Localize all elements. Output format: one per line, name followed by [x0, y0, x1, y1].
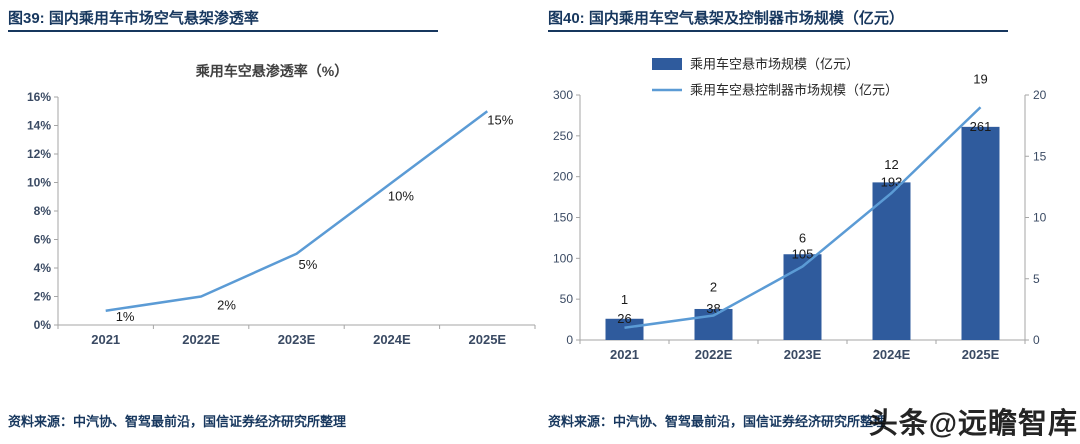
bar-data-label: 261 — [970, 119, 992, 134]
bar-2025E — [961, 126, 1000, 340]
y-tick-label: 14% — [27, 119, 51, 133]
y-tick-label: 0% — [34, 318, 52, 332]
bar-2021 — [605, 318, 644, 340]
y-tick-label: 16% — [27, 90, 51, 104]
y-tick-label: 8% — [34, 204, 52, 218]
point-data-label: 15% — [487, 112, 513, 127]
y-tick-label: 2% — [34, 290, 52, 304]
point-data-label: 5% — [299, 257, 318, 272]
y-tick-label: 6% — [34, 233, 52, 247]
x-tick-label: 2022E — [182, 332, 220, 347]
figure-39-header: 图39: 国内乘用车市场空气悬架渗透率 — [8, 10, 259, 27]
figure-40-header: 图40: 国内乘用车空气悬架及控制器市场规模（亿元） — [548, 10, 904, 27]
figure-39-header-underline — [8, 30, 438, 32]
left-axis-tick-label: 300 — [553, 88, 573, 102]
figure-40-source: 资料来源：中汽协、智驾最前沿，国信证券经济研究所整理 — [548, 414, 887, 429]
bar-data-label: 26 — [617, 311, 631, 326]
x-tick-label: 2025E — [962, 347, 1000, 362]
bar-data-label: 193 — [881, 174, 903, 189]
penetration-rate-line-chart: 乘用车空悬渗透率（%） 0% 2% 4% 6% 8% 10% 12% 14% 16% 2021 202… — [27, 63, 536, 347]
figure-40-header-underline — [548, 30, 1008, 32]
point-data-label: 1% — [116, 309, 135, 324]
market-size-combo-chart: 乘用车空悬市场规模（亿元）乘用车空悬控制器市场规模（亿元）05010015020… — [553, 57, 1047, 363]
legend-bar-label: 乘用车空悬市场规模（亿元） — [690, 57, 859, 72]
point-data-label: 10% — [388, 189, 414, 204]
x-tick-label: 2023E — [784, 347, 822, 362]
x-tick-label: 2024E — [873, 347, 911, 362]
right-axis-tick-label: 0 — [1033, 333, 1040, 347]
penetration-line-series — [105, 110, 489, 312]
left-axis-tick-label: 200 — [553, 170, 573, 184]
point-data-label: 2% — [217, 298, 236, 313]
left-axis-tick-label: 150 — [553, 211, 573, 225]
line-data-label: 1 — [621, 292, 628, 307]
line-data-label: 6 — [799, 231, 806, 246]
legend-line-label: 乘用车空悬控制器市场规模（亿元） — [690, 83, 898, 98]
figure-40-panel: 图40: 国内乘用车空气悬架及控制器市场规模（亿元） 乘用车空悬市场规模（亿元）… — [540, 0, 1080, 444]
x-tick-label: 2023E — [278, 332, 316, 347]
right-axis-tick-label: 15 — [1033, 149, 1047, 163]
watermark: 头条@远瞻智库 — [868, 408, 1078, 440]
left-axis-tick-label: 100 — [553, 251, 573, 265]
right-axis-tick-label: 20 — [1033, 88, 1047, 102]
y-tick-label: 4% — [34, 261, 52, 275]
bar-data-label: 105 — [792, 246, 814, 261]
line-data-label: 2 — [710, 280, 717, 295]
legend-bar-swatch — [652, 58, 682, 70]
right-axis-tick-label: 5 — [1033, 272, 1040, 286]
left-chart-title: 乘用车空悬渗透率（%） — [195, 63, 348, 79]
figure-39-source: 资料来源：中汽协、智驾最前沿，国信证券经济研究所整理 — [8, 414, 347, 429]
bar-2024E — [872, 182, 911, 340]
line-data-label: 12 — [884, 157, 898, 172]
x-tick-label: 2022E — [695, 347, 733, 362]
right-axis-tick-label: 10 — [1033, 211, 1047, 225]
controller-line-series — [624, 106, 982, 329]
y-tick-label: 12% — [27, 147, 51, 161]
line-data-label: 19 — [973, 71, 987, 86]
x-tick-label: 2024E — [373, 332, 411, 347]
bar-2023E — [783, 254, 822, 340]
left-axis-tick-label: 250 — [553, 129, 573, 143]
x-tick-label: 2021 — [610, 347, 639, 362]
y-tick-label: 10% — [27, 176, 51, 190]
x-tick-label: 2021 — [91, 332, 120, 347]
left-axis-tick-label: 0 — [566, 333, 573, 347]
x-tick-label: 2025E — [469, 332, 507, 347]
figure-39-panel: 图39: 国内乘用车市场空气悬架渗透率 乘用车空悬渗透率（%） 0% 2% 4% 6% 8… — [8, 10, 536, 429]
left-axis-tick-label: 50 — [560, 292, 574, 306]
